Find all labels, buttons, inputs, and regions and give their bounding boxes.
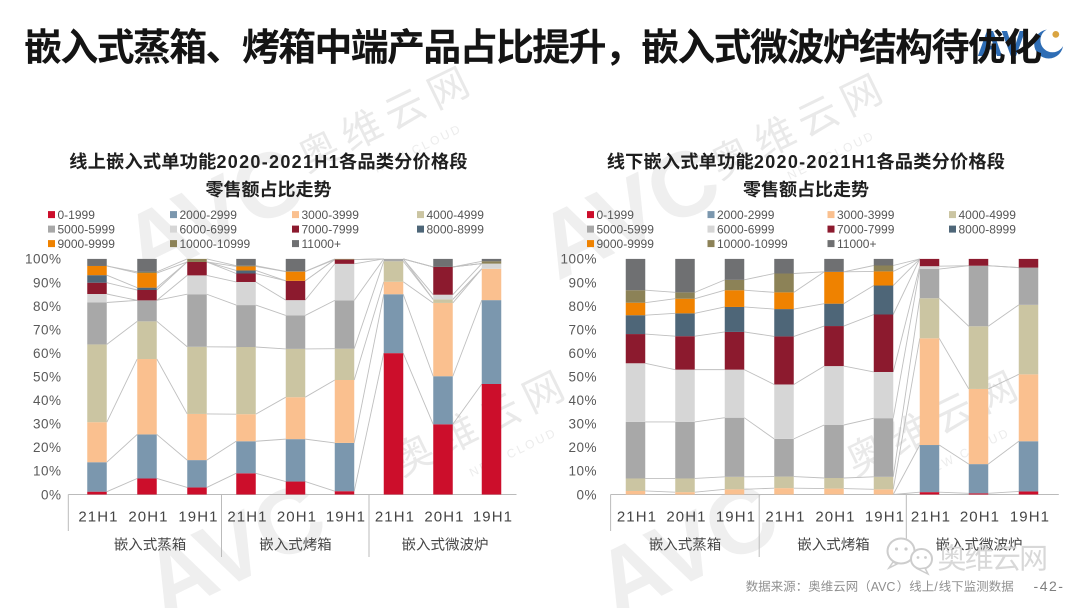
svg-text:21H1: 21H1 xyxy=(765,509,805,526)
svg-text:6000-6999: 6000-6999 xyxy=(717,222,775,236)
svg-text:10000-10999: 10000-10999 xyxy=(180,237,251,251)
svg-text:/: / xyxy=(934,580,938,594)
svg-text:7000-7999: 7000-7999 xyxy=(837,222,895,236)
svg-text:4000-4999: 4000-4999 xyxy=(959,208,1017,222)
svg-text:2020-2021H1: 2020-2021H1 xyxy=(754,152,877,172)
svg-text:21H1: 21H1 xyxy=(227,509,267,526)
svg-text:19H1: 19H1 xyxy=(473,509,513,526)
svg-text:30%: 30% xyxy=(568,417,597,432)
svg-text:3000-3999: 3000-3999 xyxy=(302,208,360,222)
svg-text:50%: 50% xyxy=(568,370,597,385)
svg-text:8000-8999: 8000-8999 xyxy=(959,222,1017,236)
svg-text:19H1: 19H1 xyxy=(716,509,756,526)
svg-text:10%: 10% xyxy=(33,464,62,479)
svg-text:19H1: 19H1 xyxy=(865,509,905,526)
svg-text:40%: 40% xyxy=(33,393,62,408)
svg-text:100%: 100% xyxy=(25,252,62,267)
svg-text:0%: 0% xyxy=(41,487,62,502)
svg-text:70%: 70% xyxy=(33,322,62,337)
svg-text:11000+: 11000+ xyxy=(302,237,342,251)
svg-text:10000-10999: 10000-10999 xyxy=(717,237,788,251)
svg-text:80%: 80% xyxy=(33,299,62,314)
svg-text:4000-4999: 4000-4999 xyxy=(427,208,485,222)
svg-text:11000+: 11000+ xyxy=(837,237,877,251)
svg-text:7000-7999: 7000-7999 xyxy=(302,222,360,236)
svg-text:9000-9999: 9000-9999 xyxy=(597,237,655,251)
svg-text:30%: 30% xyxy=(33,417,62,432)
svg-text:AVC: AVC xyxy=(871,580,896,594)
svg-text:20%: 20% xyxy=(33,440,62,455)
svg-text:3000-3999: 3000-3999 xyxy=(837,208,895,222)
svg-text:0%: 0% xyxy=(576,487,597,502)
svg-text:20H1: 20H1 xyxy=(666,509,706,526)
svg-text:0-1999: 0-1999 xyxy=(597,208,635,222)
svg-text:40%: 40% xyxy=(568,393,597,408)
svg-text:21H1: 21H1 xyxy=(911,509,951,526)
svg-text:10%: 10% xyxy=(568,464,597,479)
svg-text:21H1: 21H1 xyxy=(375,509,415,526)
svg-text:9000-9999: 9000-9999 xyxy=(58,237,116,251)
svg-text:0-1999: 0-1999 xyxy=(58,208,96,222)
svg-text:8000-8999: 8000-8999 xyxy=(427,222,485,236)
svg-text:20H1: 20H1 xyxy=(128,509,168,526)
svg-text:20%: 20% xyxy=(568,440,597,455)
svg-text:60%: 60% xyxy=(33,346,62,361)
svg-text:5000-5999: 5000-5999 xyxy=(597,222,655,236)
svg-text:20H1: 20H1 xyxy=(424,509,464,526)
svg-text:19H1: 19H1 xyxy=(178,509,218,526)
svg-text:20H1: 20H1 xyxy=(277,509,317,526)
svg-text:19H1: 19H1 xyxy=(1010,509,1050,526)
svg-text:90%: 90% xyxy=(33,275,62,290)
svg-text:5000-5999: 5000-5999 xyxy=(58,222,116,236)
svg-text:60%: 60% xyxy=(568,346,597,361)
svg-text:20H1: 20H1 xyxy=(815,509,855,526)
svg-text:50%: 50% xyxy=(33,370,62,385)
svg-text:2020-2021H1: 2020-2021H1 xyxy=(217,152,340,172)
svg-text:21H1: 21H1 xyxy=(617,509,657,526)
svg-text:2000-2999: 2000-2999 xyxy=(717,208,775,222)
svg-text:2000-2999: 2000-2999 xyxy=(180,208,238,222)
svg-text:100%: 100% xyxy=(560,252,597,267)
svg-text:70%: 70% xyxy=(568,322,597,337)
svg-text:90%: 90% xyxy=(568,275,597,290)
svg-text:-42-: -42- xyxy=(1034,578,1065,594)
svg-text:19H1: 19H1 xyxy=(326,509,366,526)
svg-text:6000-6999: 6000-6999 xyxy=(180,222,238,236)
svg-text:20H1: 20H1 xyxy=(960,509,1000,526)
svg-text:80%: 80% xyxy=(568,299,597,314)
svg-text:21H1: 21H1 xyxy=(78,509,118,526)
